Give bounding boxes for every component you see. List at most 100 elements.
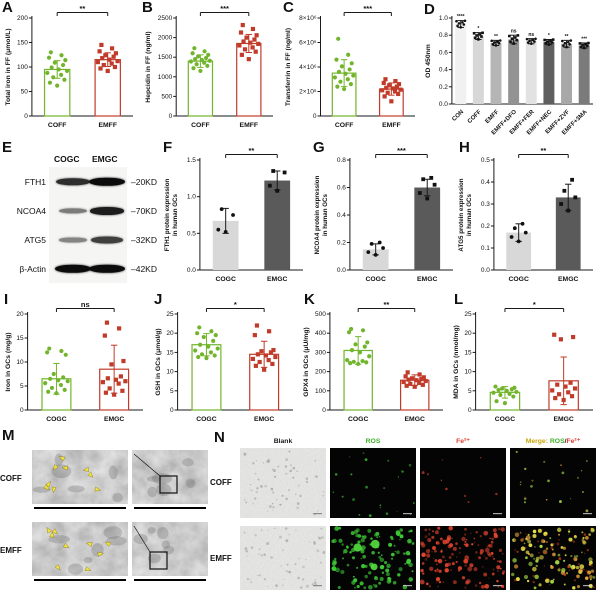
svg-text:1.0: 1.0 bbox=[439, 15, 448, 22]
svg-text:8×10⁶: 8×10⁶ bbox=[299, 15, 317, 22]
wb-lane-strip bbox=[49, 225, 127, 254]
svg-text:0.3: 0.3 bbox=[481, 201, 490, 208]
svg-text:25: 25 bbox=[464, 311, 472, 318]
svg-text:100: 100 bbox=[315, 388, 326, 395]
svg-text:1000: 1000 bbox=[158, 74, 173, 81]
svg-text:COGC: COGC bbox=[365, 276, 385, 283]
svg-text:*: * bbox=[548, 33, 550, 39]
svg-text:0.2: 0.2 bbox=[337, 240, 346, 247]
tem-row-label-coff: COFF bbox=[0, 474, 22, 483]
svg-text:5: 5 bbox=[170, 388, 174, 395]
svg-text:EMFF: EMFF bbox=[382, 122, 401, 129]
svg-text:Total iron in FF (μmol/L): Total iron in FF (μmol/L) bbox=[5, 28, 12, 105]
svg-text:0.4: 0.4 bbox=[439, 67, 448, 74]
svg-text:in human GCs: in human GCs bbox=[172, 193, 179, 235]
svg-text:10: 10 bbox=[464, 369, 472, 376]
svg-text:0.5: 0.5 bbox=[481, 157, 490, 164]
chart-ncoa4-expression: 0.0 0.2 0.4 0.6 0.8 *** COGC EMGC NCOA4 protein … bbox=[314, 146, 453, 283]
wb-lane-strip bbox=[49, 254, 127, 283]
svg-text:0.8: 0.8 bbox=[337, 157, 346, 164]
tem-row-label-emff: EMFF bbox=[0, 546, 22, 555]
panel-label-e: E bbox=[2, 139, 13, 156]
wb-protein-label: FTH1 bbox=[24, 176, 46, 187]
svg-text:EMFF: EMFF bbox=[240, 122, 258, 129]
svg-text:Transferrin in FF (ng/ml): Transferrin in FF (ng/ml) bbox=[285, 28, 292, 106]
wb-row: β-Actin –42KD bbox=[0, 254, 157, 283]
wb-band bbox=[58, 207, 88, 214]
svg-text:2×10⁶: 2×10⁶ bbox=[299, 89, 317, 96]
svg-text:100: 100 bbox=[17, 64, 28, 71]
svg-text:15: 15 bbox=[464, 349, 472, 356]
svg-text:EMFF: EMFF bbox=[98, 122, 117, 129]
svg-text:0.5: 0.5 bbox=[187, 230, 196, 237]
svg-text:0.0: 0.0 bbox=[439, 101, 448, 108]
svg-text:0.1: 0.1 bbox=[481, 245, 490, 252]
wb-band bbox=[89, 264, 125, 273]
svg-text:EMGC: EMGC bbox=[254, 416, 274, 423]
fluorescence-images: Blank ROS Fe²⁺ Merge: ROS/Fe²⁺ bbox=[240, 438, 596, 590]
wb-rows: FTH1 –20KD NCOA4 –70KD ATG5 –32KD β-Actin –42KD bbox=[0, 167, 157, 283]
panel-label-f: F bbox=[163, 139, 173, 156]
svg-text:Hepcidin in FF (ng/ml): Hepcidin in FF (ng/ml) bbox=[145, 31, 152, 102]
svg-text:**: ** bbox=[494, 34, 498, 40]
svg-text:***: *** bbox=[220, 4, 229, 13]
wb-row: FTH1 –20KD bbox=[0, 167, 157, 196]
panel-label-n: N bbox=[214, 429, 225, 446]
svg-text:0.8: 0.8 bbox=[439, 32, 448, 39]
chart-gpx4-gcs: 0 100 200 300 400 500 ** COGC EMGC GPX4 in GCs (μ… bbox=[303, 300, 443, 423]
wb-band bbox=[56, 177, 90, 186]
wb-row: NCOA4 –70KD bbox=[0, 196, 157, 225]
svg-text:20: 20 bbox=[16, 311, 24, 318]
svg-text:200: 200 bbox=[17, 15, 28, 22]
svg-text:0: 0 bbox=[20, 407, 24, 414]
svg-text:COGC: COGC bbox=[348, 416, 368, 423]
svg-text:COFF: COFF bbox=[467, 109, 483, 125]
svg-text:EMFF: EMFF bbox=[485, 109, 501, 125]
svg-text:20: 20 bbox=[166, 330, 174, 337]
svg-text:GPX4 in GCs (μU/mg): GPX4 in GCs (μU/mg) bbox=[303, 327, 310, 397]
panel-label-h: H bbox=[459, 139, 470, 156]
panel-label-d: D bbox=[424, 1, 435, 18]
svg-text:50: 50 bbox=[21, 89, 29, 96]
svg-text:0.2: 0.2 bbox=[439, 84, 448, 91]
svg-text:0.2: 0.2 bbox=[481, 223, 490, 230]
fluorescence-panel: N COFF EMFF Blank ROS Fe²⁺ Merge: ROS/Fe²⁺ bbox=[210, 428, 600, 593]
svg-text:20: 20 bbox=[464, 330, 472, 337]
svg-text:COFF: COFF bbox=[191, 122, 210, 129]
svg-text:***: *** bbox=[581, 36, 587, 42]
svg-text:5: 5 bbox=[20, 383, 24, 390]
wb-kd-label: –32KD bbox=[131, 234, 157, 245]
svg-text:EMGC: EMGC bbox=[405, 416, 425, 423]
fluor-row-label-emff: EMFF bbox=[210, 554, 232, 563]
wb-kd-label: –42KD bbox=[131, 263, 157, 274]
svg-text:OD 450nm: OD 450nm bbox=[425, 44, 432, 78]
panel-label-b: B bbox=[142, 0, 153, 16]
svg-text:EMGC: EMGC bbox=[104, 416, 124, 423]
western-blot-panel: COGC EMGC FTH1 –20KD NCOA4 –70KD ATG5 –32KD β-… bbox=[0, 140, 160, 290]
svg-text:25: 25 bbox=[166, 311, 174, 318]
svg-text:COFF: COFF bbox=[335, 122, 354, 129]
svg-text:500: 500 bbox=[161, 93, 172, 100]
svg-text:0: 0 bbox=[170, 407, 174, 414]
chart-iron-gcs: 0 5 10 15 20 ns COGC EMGC Iron in GCs (mg/g) bbox=[5, 300, 143, 423]
svg-text:**: ** bbox=[384, 300, 390, 309]
svg-text:1.0: 1.0 bbox=[187, 194, 196, 201]
svg-text:6×10⁶: 6×10⁶ bbox=[299, 40, 317, 47]
svg-text:ns: ns bbox=[528, 32, 534, 38]
svg-text:0: 0 bbox=[24, 113, 28, 120]
svg-text:**: ** bbox=[249, 146, 255, 155]
svg-text:0.4: 0.4 bbox=[481, 179, 490, 186]
chart-fth1-expression: 0.0 0.5 1.0 1.5 ** COGC EMGC FTH1 protein expre… bbox=[164, 146, 303, 283]
panel-label-i: I bbox=[4, 291, 9, 308]
wb-band bbox=[55, 264, 91, 273]
wb-protein-label: ATG5 bbox=[24, 234, 46, 245]
svg-text:FTH1 protein expression: FTH1 protein expression bbox=[164, 179, 171, 252]
svg-text:Merge: ROS/Fe²⁺: Merge: ROS/Fe²⁺ bbox=[526, 438, 581, 445]
svg-text:in human GCs: in human GCs bbox=[466, 193, 473, 235]
svg-text:10: 10 bbox=[16, 359, 24, 366]
wb-lane-strip bbox=[49, 167, 127, 196]
svg-text:NCOA4 protein expression: NCOA4 protein expression bbox=[314, 175, 321, 254]
svg-text:Blank: Blank bbox=[274, 438, 293, 445]
wb-protein-label: NCOA4 bbox=[16, 205, 46, 216]
svg-text:1.5: 1.5 bbox=[187, 157, 196, 164]
